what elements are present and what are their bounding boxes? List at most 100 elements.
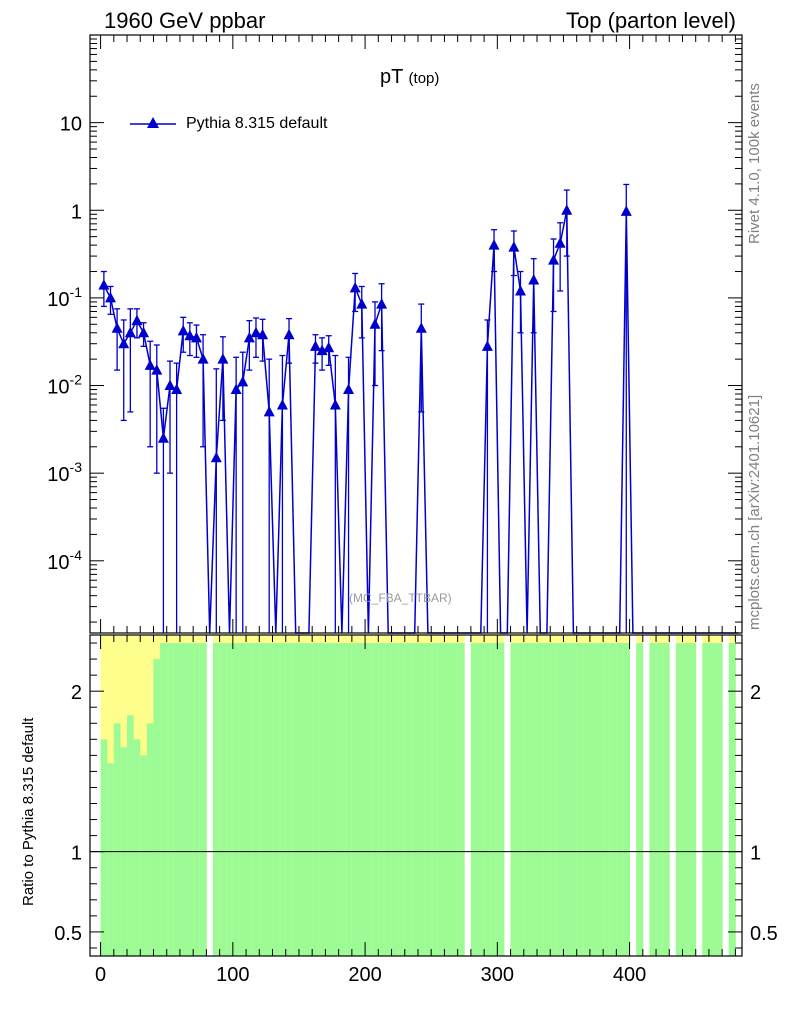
ratio-inner-band-bin xyxy=(437,643,445,956)
data-point-marker xyxy=(508,241,520,252)
data-point-marker xyxy=(415,322,427,333)
data-point-marker xyxy=(250,326,262,338)
y-tick-label: 10-3 xyxy=(47,459,82,486)
ratio-inner-band-bin xyxy=(186,643,194,956)
ratio-inner-band-bin xyxy=(312,643,320,956)
ratio-inner-band-bin xyxy=(219,643,227,956)
ratio-inner-band-bin xyxy=(391,643,399,956)
ratio-y-tick-label: 2 xyxy=(71,682,82,704)
ratio-inner-band-bin xyxy=(127,715,135,956)
plot-title-sub: (top) xyxy=(408,70,440,87)
data-point-marker xyxy=(210,451,222,463)
ratio-inner-band-bin xyxy=(662,643,670,956)
ratio-inner-band-bin xyxy=(160,643,168,956)
ratio-inner-band-bin xyxy=(246,643,254,956)
ratio-inner-band-bin xyxy=(636,643,644,956)
data-point-marker xyxy=(316,344,328,356)
ratio-inner-band-bin xyxy=(133,739,141,956)
data-point-marker xyxy=(131,314,143,326)
data-point-marker xyxy=(257,328,269,340)
main-plot-frame xyxy=(89,34,743,634)
data-point-marker xyxy=(376,298,388,309)
ratio-inner-band-bin xyxy=(417,643,425,956)
ratio-inner-band-bin xyxy=(259,643,267,956)
analysis-watermark: (MC_FBA_TTBAR) xyxy=(349,591,452,605)
header-process-label: Top (parton level) xyxy=(566,8,736,33)
data-point-marker xyxy=(329,398,341,410)
ratio-inner-band-bin xyxy=(444,643,452,956)
ratio-inner-band-bin xyxy=(656,643,664,956)
ratio-inner-band-bin xyxy=(193,643,201,956)
ratio-y-tick-label-right: 1 xyxy=(750,843,761,865)
ratio-inner-band-bin xyxy=(318,643,326,956)
data-point-marker xyxy=(197,353,209,364)
data-point-marker xyxy=(157,432,169,443)
ratio-inner-band-bin xyxy=(212,643,221,956)
ratio-inner-band-bin xyxy=(589,643,597,956)
data-point-marker xyxy=(276,398,288,410)
data-point-marker xyxy=(369,318,381,329)
data-point-marker xyxy=(151,364,163,375)
data-point-marker xyxy=(118,337,130,349)
ratio-inner-band-bin xyxy=(226,643,234,956)
x-tick-label: 400 xyxy=(613,964,646,986)
data-point-marker xyxy=(138,326,150,338)
data-point-marker xyxy=(481,340,493,351)
ratio-inner-band-bin xyxy=(530,643,538,956)
ratio-inner-band-bin xyxy=(702,643,710,956)
data-point-marker xyxy=(124,326,136,338)
data-point-marker xyxy=(237,375,249,387)
ratio-inner-band-bin xyxy=(146,723,154,956)
data-point-marker xyxy=(104,291,116,303)
data-point-marker xyxy=(111,322,123,333)
ratio-inner-band-bin xyxy=(497,643,505,956)
ratio-inner-band-bin xyxy=(649,643,657,956)
data-point-marker xyxy=(349,281,361,293)
data-point-marker xyxy=(184,329,196,341)
ratio-inner-band-bin xyxy=(384,643,392,956)
ratio-inner-band-bin xyxy=(358,643,366,956)
x-tick-label: 100 xyxy=(216,964,249,986)
ratio-inner-band-bin xyxy=(279,643,287,956)
data-point-marker xyxy=(356,298,368,309)
ratio-inner-band-bin xyxy=(365,643,373,956)
ratio-inner-band-bin xyxy=(166,643,174,956)
ratio-inner-band-bin xyxy=(179,643,187,956)
ratio-inner-band-bin xyxy=(404,643,412,956)
data-point-marker xyxy=(283,328,295,340)
data-point-marker xyxy=(548,254,560,265)
ratio-inner-band-bin xyxy=(298,643,306,956)
x-tick-label: 200 xyxy=(348,964,381,986)
data-point-marker xyxy=(243,331,255,343)
data-point-marker xyxy=(488,239,500,250)
data-point-marker xyxy=(309,340,321,351)
ratio-inner-band-bin xyxy=(477,643,485,956)
ratio-inner-band-bin xyxy=(728,643,736,956)
rivet-version-label: Rivet 4.1.0, 100k events xyxy=(746,83,763,244)
data-point-marker xyxy=(343,383,355,395)
ratio-inner-band-bin xyxy=(285,643,293,956)
data-point-marker xyxy=(98,279,110,290)
ratio-inner-band-bin xyxy=(596,643,604,956)
data-point-marker xyxy=(177,324,189,336)
y-tick-label: 10-4 xyxy=(47,547,82,574)
ratio-inner-band-bin xyxy=(232,643,240,956)
ratio-inner-band-bin xyxy=(523,643,531,956)
data-point-marker xyxy=(323,341,335,353)
ratio-inner-band-bin xyxy=(616,643,624,956)
ratio-inner-band-bin xyxy=(556,643,564,956)
plot-title: pT (top) xyxy=(380,66,439,89)
ratio-inner-band-bin xyxy=(239,643,247,956)
ratio-inner-band-bin xyxy=(537,643,545,956)
ratio-inner-band-bin xyxy=(682,643,690,956)
ratio-inner-band-bin xyxy=(576,643,584,956)
data-point-marker xyxy=(217,353,229,364)
data-point-marker xyxy=(528,274,540,285)
legend: Pythia 8.315 default xyxy=(128,112,327,136)
data-point-marker xyxy=(190,331,202,343)
legend-marker-icon xyxy=(130,117,176,128)
ratio-inner-band-bin xyxy=(563,643,571,956)
ratio-inner-band-bin xyxy=(199,643,207,956)
data-point-marker xyxy=(554,237,566,248)
x-tick-label: 0 xyxy=(95,964,106,986)
